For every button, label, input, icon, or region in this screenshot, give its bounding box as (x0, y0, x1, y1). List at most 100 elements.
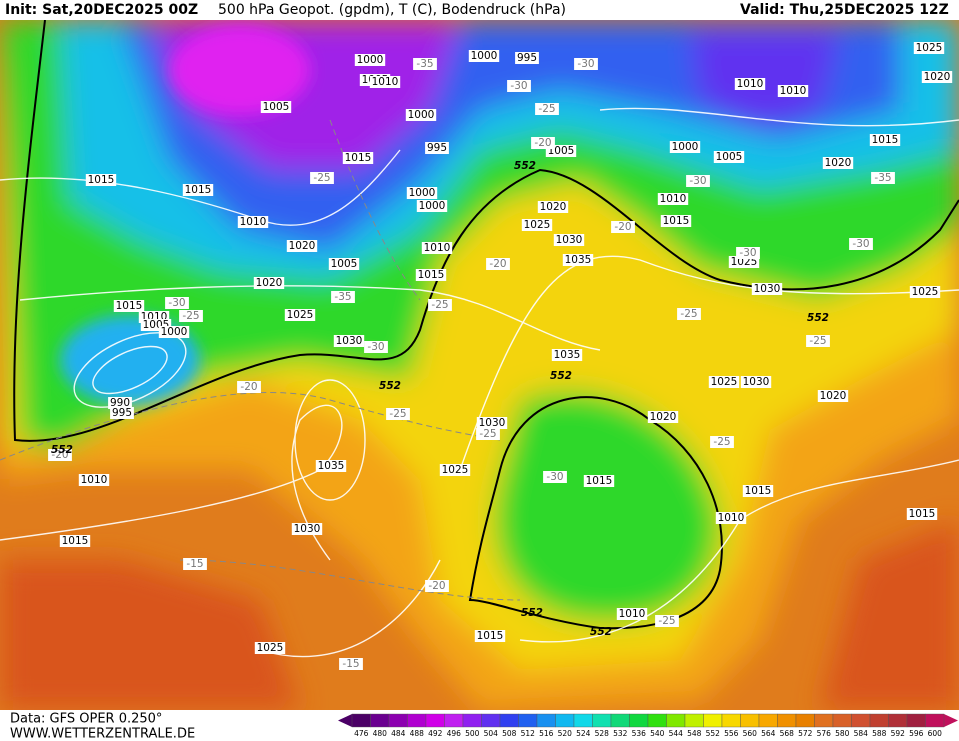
pressure-label: 1020 (924, 71, 951, 83)
pressure-label-box (328, 258, 360, 270)
pressure-label-box (476, 417, 508, 429)
pressure-label: 1030 (336, 335, 363, 347)
pressure-label-box (562, 254, 594, 266)
colorbar-label: 596 (909, 729, 924, 738)
valid-time: Valid: Thu,25DEC2025 12Z (740, 2, 949, 18)
pressure-label-box (108, 397, 132, 409)
colorbar-swatch (647, 713, 667, 728)
pressure-label-box (742, 485, 774, 497)
colorbar-swatch (629, 713, 649, 728)
colorbar-label: 500 (465, 729, 480, 738)
temperature-label-box (237, 381, 261, 393)
pressure-label-box (906, 508, 938, 520)
colorbar-label: 568 (780, 729, 795, 738)
colorbar-swatch (351, 713, 371, 728)
pressure-label: 1015 (477, 630, 504, 642)
pressure-label-box (647, 411, 679, 423)
pressure-label: 1010 (372, 76, 399, 88)
temperature-label: -25 (431, 299, 448, 311)
data-source: Data: GFS OPER 0.250° (10, 712, 162, 727)
temperature-label-box (486, 258, 510, 270)
pressure-label: 990 (110, 397, 130, 409)
temperature-label-box (531, 137, 555, 149)
colorbar-swatch (481, 713, 501, 728)
pressure-label: 1025 (442, 464, 469, 476)
temperature-label-box (425, 580, 449, 592)
colorbar-label: 532 (613, 729, 628, 738)
pressure-label: 1035 (554, 349, 581, 361)
pressure-label-box (416, 200, 448, 212)
colorbar-swatch (814, 713, 834, 728)
pressure-label: 1010 (780, 85, 807, 97)
colorbar-swatch (703, 713, 723, 728)
pressure-label-box (182, 184, 214, 196)
colorbar-label: 512 (521, 729, 536, 738)
pressure-label-box (354, 54, 386, 66)
temperature-label-box (413, 58, 437, 70)
colorbar-label: 588 (872, 729, 887, 738)
pressure-label: 1010 (81, 474, 108, 486)
colorbar-label: 544 (669, 729, 684, 738)
pressure-label-box (333, 335, 365, 347)
pressure-label-box (521, 219, 553, 231)
temperature-label: -30 (577, 58, 594, 70)
temperature-label: -25 (713, 436, 730, 448)
temperature-label: -30 (852, 238, 869, 250)
pressure-label-box (415, 269, 447, 281)
temperature-label-box (386, 408, 410, 420)
temperature-label: -25 (389, 408, 406, 420)
colorbar-swatch (388, 713, 408, 728)
pressure-label-box (425, 142, 449, 154)
colorbar-label: 484 (391, 729, 406, 738)
colorbar-swatch (425, 713, 445, 728)
pressure-label: 1015 (586, 475, 613, 487)
pressure-label: 1000 (409, 187, 436, 199)
temperature-label-box (806, 335, 830, 347)
temperature-label-box (655, 615, 679, 627)
colorbar-swatch (906, 713, 926, 728)
pressure-label: 1025 (287, 309, 314, 321)
temperature-label: -20 (240, 381, 257, 393)
pressure-label-box (913, 42, 945, 54)
pressure-label-box (254, 642, 286, 654)
pressure-label-box (260, 101, 292, 113)
temperature-label: -20 (428, 580, 445, 592)
pressure-label: 1000 (357, 54, 384, 66)
colorbar-swatch (684, 713, 704, 728)
height-label: 552 (514, 160, 536, 172)
temperature-label-box (331, 291, 355, 303)
pressure-label-box (551, 349, 583, 361)
colorbar-label: 516 (539, 729, 554, 738)
temperature-label-box (310, 172, 334, 184)
pressure-label: 1000 (408, 109, 435, 121)
colorbar-swatch (888, 713, 908, 728)
pressure-label-box (537, 201, 569, 213)
pressure-label: 1010 (737, 78, 764, 90)
map-labels: 1000 1005 1010 1000 995 1005 1000 995 1015 1005 10… (48, 42, 953, 670)
pressure-label: 1025 (711, 376, 738, 388)
pressure-label-box (158, 326, 190, 338)
map-field: 1000 1005 1010 1000 995 1005 1000 995 1015 1005 10… (0, 20, 959, 710)
pressure-label: 1030 (743, 376, 770, 388)
colorbar-label: 560 (743, 729, 758, 738)
pressure-label-box (59, 535, 91, 547)
pressure-label: 1010 (240, 216, 267, 228)
height-label: 552 (379, 380, 401, 392)
temperature-label: -25 (809, 335, 826, 347)
pressure-label-box (715, 512, 747, 524)
pressure-label-box (405, 109, 437, 121)
temperature-label-box (48, 449, 72, 461)
temperature-label-box (364, 341, 388, 353)
pressure-label: 1000 (161, 326, 188, 338)
temperature-label-box (476, 428, 500, 440)
colorbar-label: 520 (558, 729, 573, 738)
pressure-label: 1015 (663, 215, 690, 227)
temperature-label-box (428, 299, 452, 311)
pressure-label: 1010 (660, 193, 687, 205)
colorbar-label: 508 (502, 729, 517, 738)
pressure-label-box (406, 187, 438, 199)
pressure-label-box (284, 309, 316, 321)
temperature-label: -15 (342, 658, 359, 670)
pressure-label-box (291, 523, 323, 535)
colorbar-arrow-right (944, 714, 958, 727)
